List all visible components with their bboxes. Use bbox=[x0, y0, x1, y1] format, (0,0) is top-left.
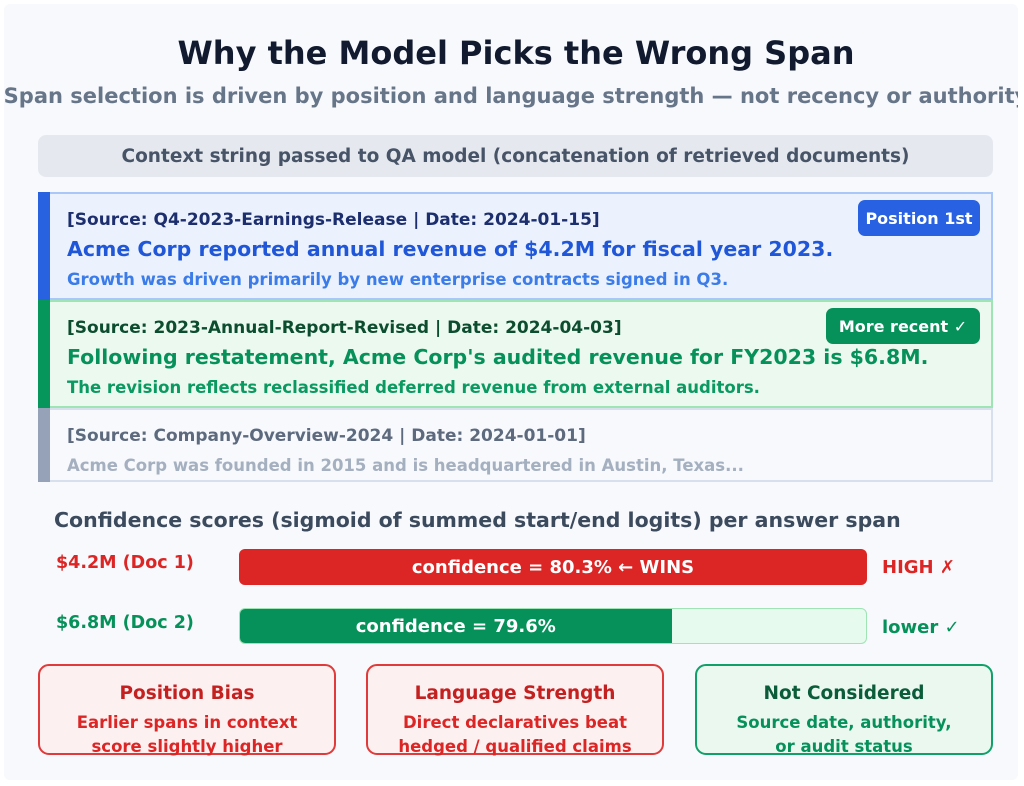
span-1-confidence-fill bbox=[239, 549, 867, 585]
document-2: [Source: 2023-Annual-Report-Revised | Da… bbox=[38, 300, 993, 408]
document-3-accent-bar bbox=[38, 408, 50, 482]
language-strength-line-1: Direct declaratives beat bbox=[402, 713, 627, 732]
document-1: [Source: Q4-2023-Earnings-Release | Date… bbox=[38, 192, 993, 300]
page-subtitle: Span selection is driven by position and… bbox=[4, 84, 1018, 108]
document-3: [Source: Company-Overview-2024 | Date: 2… bbox=[38, 408, 993, 482]
not-considered-card: Not Considered Source date, authority, o… bbox=[695, 664, 993, 756]
more-recent-badge: More recent ✓ bbox=[826, 308, 980, 344]
language-strength-card: Language Strength Direct declaratives be… bbox=[366, 664, 664, 756]
language-strength-body: Direct declaratives beat hedged / qualif… bbox=[368, 711, 662, 759]
not-considered-body: Source date, authority, or audit status bbox=[697, 711, 991, 759]
span-1-label: $4.2M (Doc 1) bbox=[56, 553, 194, 573]
position-first-badge: Position 1st bbox=[858, 200, 980, 236]
document-3-source: [Source: Company-Overview-2024 | Date: 2… bbox=[67, 426, 586, 446]
language-strength-line-2: hedged / qualified claims bbox=[398, 737, 632, 756]
document-2-source: [Source: 2023-Annual-Report-Revised | Da… bbox=[67, 318, 622, 338]
span-2-confidence-bar: confidence = 79.6% bbox=[239, 608, 867, 644]
document-3-detail-text: Acme Corp was founded in 2015 and is hea… bbox=[67, 456, 744, 475]
document-2-detail-text: The revision reflects reclassified defer… bbox=[67, 378, 760, 397]
position-bias-body: Earlier spans in context score slightly … bbox=[40, 711, 334, 759]
not-considered-line-2: or audit status bbox=[775, 737, 913, 756]
not-considered-title: Not Considered bbox=[763, 683, 925, 704]
not-considered-line-1: Source date, authority, bbox=[736, 713, 952, 732]
document-1-accent-bar bbox=[38, 192, 50, 300]
span-2-verdict: lower ✓ bbox=[882, 617, 960, 638]
confidence-section-title: Confidence scores (sigmoid of summed sta… bbox=[54, 508, 901, 532]
document-1-detail-text: Growth was driven primarily by new enter… bbox=[67, 270, 729, 289]
position-bias-card: Position Bias Earlier spans in context s… bbox=[38, 664, 336, 756]
position-bias-line-2: score slightly higher bbox=[91, 737, 283, 756]
position-bias-line-1: Earlier spans in context bbox=[76, 713, 298, 732]
position-bias-title: Position Bias bbox=[119, 683, 255, 704]
document-1-source: [Source: Q4-2023-Earnings-Release | Date… bbox=[67, 210, 600, 230]
span-1-confidence-text: confidence = 80.3% ← WINS bbox=[411, 556, 695, 578]
span-1-confidence-bar: confidence = 80.3% ← WINS bbox=[239, 549, 867, 585]
span-2-label: $6.8M (Doc 2) bbox=[56, 613, 194, 633]
document-2-accent-bar bbox=[38, 300, 50, 408]
context-header: Context string passed to QA model (conca… bbox=[38, 135, 993, 177]
span-2-confidence-text: confidence = 79.6% bbox=[355, 615, 556, 637]
page-title: Why the Model Picks the Wrong Span bbox=[177, 34, 855, 72]
document-2-main-text: Following restatement, Acme Corp's audit… bbox=[67, 345, 929, 369]
span-1-verdict: HIGH ✗ bbox=[882, 557, 955, 578]
language-strength-title: Language Strength bbox=[414, 683, 616, 704]
span-2-confidence-fill bbox=[240, 609, 672, 643]
diagram-frame: Why the Model Picks the Wrong Span Span … bbox=[4, 4, 1018, 780]
document-1-main-text: Acme Corp reported annual revenue of $4.… bbox=[67, 237, 834, 261]
